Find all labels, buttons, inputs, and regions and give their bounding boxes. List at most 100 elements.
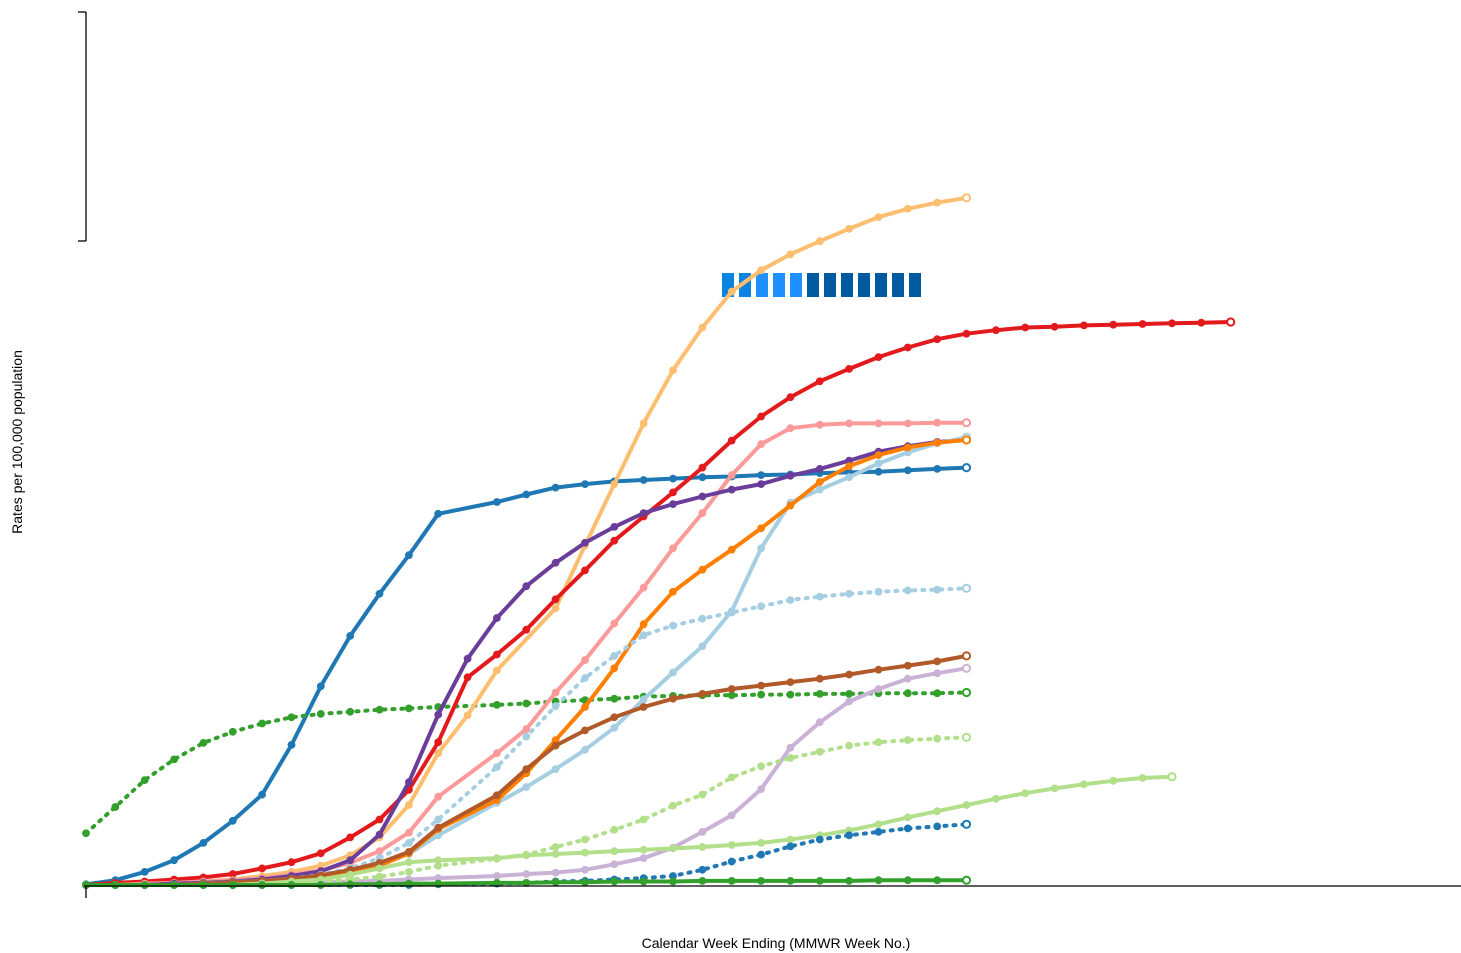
data-point bbox=[845, 462, 853, 471]
data-point bbox=[493, 763, 501, 771]
data-point bbox=[698, 877, 707, 885]
data-point bbox=[522, 870, 531, 878]
data-point bbox=[845, 589, 853, 598]
data-point bbox=[639, 845, 648, 854]
data-point bbox=[903, 466, 912, 475]
data-point bbox=[757, 877, 765, 885]
data-point bbox=[316, 682, 325, 691]
data-point bbox=[434, 792, 443, 801]
data-point bbox=[610, 619, 619, 628]
data-point bbox=[639, 631, 648, 640]
data-point bbox=[551, 595, 560, 604]
data-point bbox=[961, 418, 972, 428]
data-point bbox=[493, 498, 501, 506]
data-point bbox=[405, 704, 413, 713]
data-point bbox=[610, 723, 619, 732]
data-point bbox=[170, 856, 179, 865]
data-point bbox=[698, 843, 707, 851]
data-point bbox=[434, 738, 443, 747]
data-point bbox=[815, 877, 824, 885]
data-point bbox=[992, 794, 1000, 803]
data-point bbox=[375, 880, 384, 889]
data-point bbox=[551, 558, 560, 567]
data-point bbox=[346, 880, 355, 889]
series-4 bbox=[82, 317, 1236, 889]
data-point bbox=[522, 582, 531, 591]
data-point bbox=[874, 876, 883, 885]
data-point bbox=[727, 471, 736, 480]
data-point bbox=[933, 198, 942, 207]
series-2 bbox=[82, 687, 972, 838]
data-point bbox=[815, 835, 824, 844]
series-line bbox=[84, 690, 969, 836]
data-point bbox=[581, 656, 589, 664]
data-point bbox=[639, 509, 648, 517]
data-point bbox=[522, 625, 531, 634]
data-point bbox=[961, 663, 972, 673]
series-line bbox=[84, 774, 1174, 887]
data-point bbox=[316, 881, 325, 889]
data-point bbox=[962, 329, 971, 338]
data-point bbox=[610, 536, 619, 545]
data-point bbox=[874, 738, 883, 747]
data-point bbox=[874, 353, 883, 362]
data-point bbox=[111, 881, 120, 889]
data-point bbox=[874, 419, 883, 428]
data-point bbox=[316, 710, 325, 718]
data-point bbox=[727, 485, 736, 494]
data-point bbox=[639, 703, 648, 711]
data-point bbox=[903, 661, 912, 670]
data-point bbox=[493, 879, 501, 887]
data-point bbox=[551, 843, 560, 851]
data-point bbox=[698, 509, 707, 517]
data-point bbox=[786, 690, 795, 699]
data-point bbox=[815, 478, 824, 486]
data-point bbox=[581, 835, 589, 844]
data-point bbox=[845, 224, 853, 233]
data-point bbox=[434, 710, 443, 719]
data-point bbox=[522, 699, 531, 708]
data-point bbox=[493, 701, 501, 709]
data-point bbox=[698, 690, 707, 698]
series-6 bbox=[82, 435, 972, 889]
data-point bbox=[933, 876, 942, 885]
data-point bbox=[727, 436, 736, 445]
data-point bbox=[727, 857, 736, 866]
data-point bbox=[111, 803, 120, 811]
data-point bbox=[669, 474, 677, 483]
data-point bbox=[140, 776, 149, 784]
data-point bbox=[845, 697, 853, 706]
data-point bbox=[581, 703, 589, 711]
data-point bbox=[874, 467, 883, 476]
data-point bbox=[874, 828, 883, 836]
data-point bbox=[992, 326, 1000, 335]
data-point bbox=[434, 749, 443, 758]
data-point bbox=[551, 868, 560, 877]
data-point bbox=[228, 727, 237, 736]
strip-swatch bbox=[875, 273, 887, 297]
data-point bbox=[933, 657, 942, 666]
data-point bbox=[1050, 322, 1059, 331]
data-point bbox=[493, 650, 501, 659]
data-point bbox=[522, 783, 531, 791]
strip-swatch bbox=[892, 273, 904, 297]
data-point bbox=[669, 668, 677, 677]
data-point bbox=[669, 366, 677, 375]
data-point bbox=[845, 670, 853, 679]
data-point bbox=[375, 830, 384, 839]
data-point bbox=[1021, 789, 1030, 798]
data-point bbox=[669, 488, 677, 497]
data-point bbox=[727, 691, 736, 700]
data-point bbox=[522, 732, 531, 741]
data-point bbox=[493, 749, 501, 758]
data-point bbox=[610, 860, 619, 869]
data-point bbox=[845, 419, 853, 428]
data-point bbox=[757, 471, 765, 480]
strip-swatch bbox=[909, 273, 921, 297]
data-point bbox=[786, 678, 795, 686]
data-point bbox=[170, 881, 179, 889]
data-point bbox=[757, 850, 765, 859]
data-point bbox=[375, 872, 384, 881]
data-point bbox=[375, 589, 384, 598]
x-axis-title: Calendar Week Ending (MMWR Week No.) bbox=[642, 935, 911, 951]
